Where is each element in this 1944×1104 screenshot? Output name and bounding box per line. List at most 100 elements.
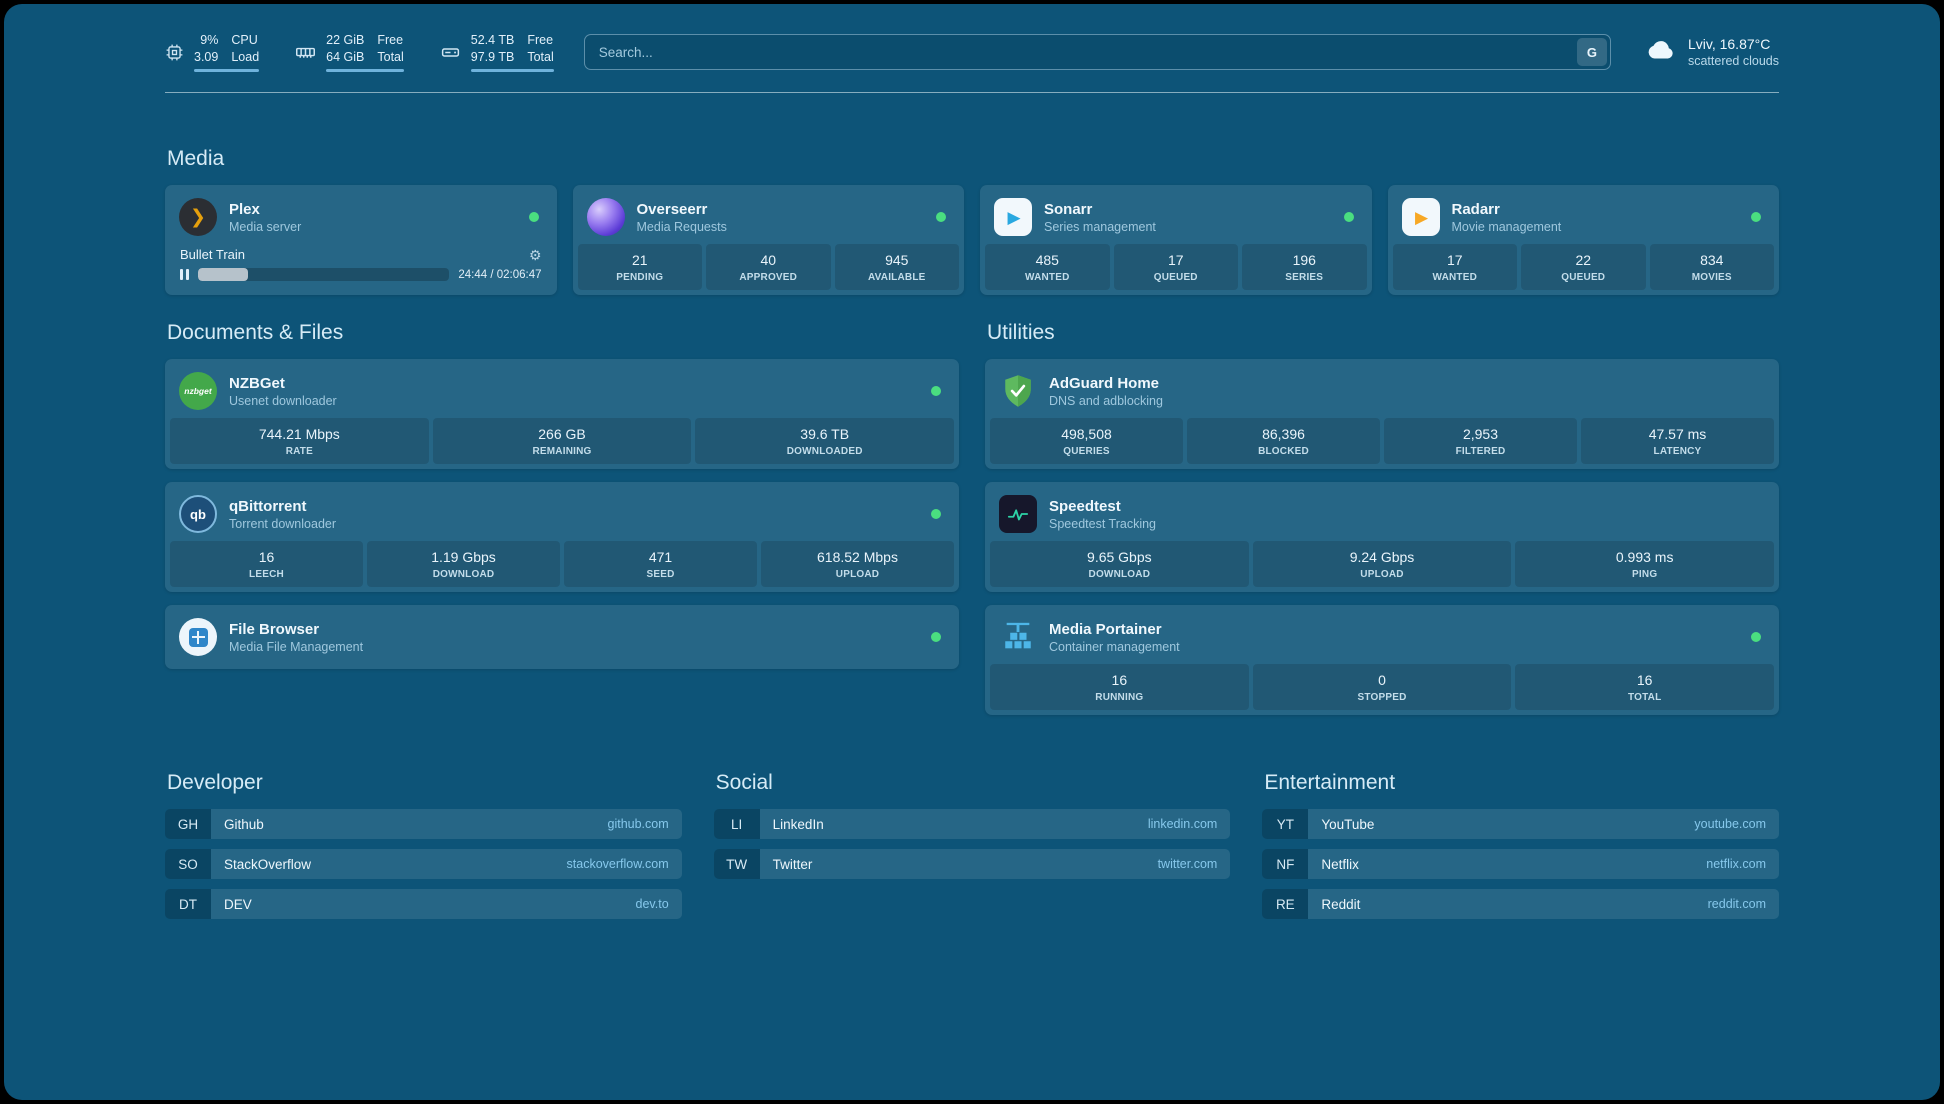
service-qbittorrent[interactable]: qb qBittorrent Torrent downloader <box>170 487 954 541</box>
service-filebrowser[interactable]: File Browser Media File Management <box>170 610 954 664</box>
section-media: Media ❯ Plex Media server <box>165 147 1779 295</box>
stat-value: 485 <box>1035 252 1059 268</box>
pause-button[interactable] <box>180 269 189 280</box>
bookmark-dev[interactable]: DT DEV dev.to <box>165 889 682 919</box>
service-name: Radarr <box>1451 200 1500 218</box>
search-bar: G <box>583 34 1611 70</box>
stat-box: 21 PENDING <box>577 244 702 290</box>
section-title-documents: Documents & Files <box>167 321 344 344</box>
stat-label: TOTAL <box>1627 692 1662 703</box>
stat-box: 16 TOTAL <box>1515 664 1775 710</box>
stat-box: 39.6 TB DOWNLOADED <box>695 418 955 464</box>
bookmark-linkedin[interactable]: LI LinkedIn linkedin.com <box>713 809 1231 839</box>
stat-box: 0 STOPPED <box>1252 664 1512 710</box>
stat-box: 618.52 Mbps UPLOAD <box>761 541 954 587</box>
stat-value: 86,396 <box>1262 426 1305 442</box>
service-name: qBittorrent <box>229 497 307 515</box>
stat-box: 498,508 QUERIES <box>990 418 1183 464</box>
service-speedtest[interactable]: Speedtest Speedtest Tracking <box>990 487 1774 541</box>
service-adguard[interactable]: AdGuard Home DNS and adblocking <box>990 364 1774 418</box>
stat-label: SEED <box>646 569 675 580</box>
disk-values: 52.4 TB 97.9 TB <box>471 32 515 65</box>
status-dot-online <box>931 509 941 519</box>
stat-box: 17 QUEUED <box>1113 244 1238 290</box>
stat-label: LATENCY <box>1653 446 1702 457</box>
service-sonarr[interactable]: ▶ Sonarr Series management <box>985 190 1367 244</box>
stat-value: 16 <box>258 549 275 565</box>
cpu-chip-icon <box>165 43 184 62</box>
stat-box: 196 SERIES <box>1242 244 1367 290</box>
plex-icon: ❯ <box>179 198 217 236</box>
service-card-filebrowser: File Browser Media File Management <box>165 605 959 669</box>
bookmark-domain: github.com <box>607 817 669 831</box>
plex-player: 24:44 / 02:06:47 <box>170 262 552 288</box>
service-overseerr[interactable]: Overseerr Media Requests <box>578 190 960 244</box>
stat-box: 17 WANTED <box>1392 244 1517 290</box>
service-plex[interactable]: ❯ Plex Media server <box>170 190 552 244</box>
service-subtitle: Media server <box>229 219 302 234</box>
stat-value: 21 <box>631 252 648 268</box>
disk-total: 97.9 TB <box>470 49 515 64</box>
stat-box: 16 LEECH <box>170 541 363 587</box>
cpu-widget: 9% 3.09 CPU Load <box>165 32 260 72</box>
memory-values: 22 GiB 64 GiB <box>326 32 364 65</box>
bookmark-github[interactable]: GH Github github.com <box>165 809 682 839</box>
cloud-icon <box>1641 37 1677 68</box>
bookmark-reddit[interactable]: RE Reddit reddit.com <box>1262 889 1779 919</box>
stat-label: DOWNLOAD <box>1088 569 1151 580</box>
stat-value: 744.21 Mbps <box>258 426 340 442</box>
stat-value: 17 <box>1167 252 1184 268</box>
portainer-crane-icon <box>999 618 1037 656</box>
status-dot-online <box>931 386 941 396</box>
stat-value: 471 <box>648 549 673 565</box>
service-portainer[interactable]: Media Portainer Container management <box>990 610 1774 664</box>
stat-label: UPLOAD <box>835 569 880 580</box>
sonarr-icon: ▶ <box>994 198 1032 236</box>
service-subtitle: Media Requests <box>636 219 727 234</box>
stat-value: 17 <box>1446 252 1463 268</box>
bookmark-domain: twitter.com <box>1157 857 1218 871</box>
bookmark-abbr: DT <box>165 889 211 919</box>
service-name: Plex <box>229 200 260 218</box>
disk-widget: 52.4 TB 97.9 TB Free Total <box>440 32 554 72</box>
plex-progress-fill <box>198 268 249 281</box>
service-subtitle: Series management <box>1044 219 1156 234</box>
service-name: Media Portainer <box>1049 620 1162 638</box>
disk-labels: Free Total <box>527 32 553 65</box>
bookmark-name: Github <box>224 816 264 832</box>
section-documents: Documents & Files nzbget NZBGet Usenet d… <box>165 321 959 669</box>
bookmark-youtube[interactable]: YT YouTube youtube.com <box>1262 809 1779 839</box>
bookmark-netflix[interactable]: NF Netflix netflix.com <box>1262 849 1779 879</box>
bookmark-twitter[interactable]: TW Twitter twitter.com <box>713 849 1231 879</box>
disk-icon <box>440 42 461 63</box>
stat-value: 834 <box>1700 252 1724 268</box>
playback-progress-track[interactable] <box>198 268 450 281</box>
search-input[interactable] <box>583 34 1611 70</box>
stat-value: 945 <box>885 252 909 268</box>
stat-box: 485 WANTED <box>985 244 1110 290</box>
bookmark-domain: stackoverflow.com <box>566 857 669 871</box>
bookmarks-entertainment: Entertainment YT YouTube youtube.com NF … <box>1262 771 1779 919</box>
stat-box: 0.993 ms PING <box>1515 541 1775 587</box>
service-subtitle: Container management <box>1049 639 1180 654</box>
memory-free: 22 GiB <box>326 33 365 47</box>
search-provider-button[interactable]: G <box>1576 38 1607 66</box>
memory-total: 64 GiB <box>326 49 365 64</box>
service-radarr[interactable]: ▶ Radarr Movie management <box>1393 190 1775 244</box>
gear-icon[interactable]: ⚙ <box>528 246 542 263</box>
playback-time: 24:44 / 02:06:47 <box>458 268 542 281</box>
bookmark-stackoverflow[interactable]: SO StackOverflow stackoverflow.com <box>165 849 682 879</box>
stat-value: 498,508 <box>1061 426 1112 442</box>
dashboard-page: 9% 3.09 CPU Load <box>4 4 1940 1100</box>
service-name: Speedtest <box>1049 497 1121 515</box>
stat-label: QUEUED <box>1561 272 1606 283</box>
stat-value: 618.52 Mbps <box>817 549 898 565</box>
bookmark-abbr: YT <box>1262 809 1309 839</box>
filebrowser-icon <box>179 618 217 656</box>
stat-box: 40 APPROVED <box>706 244 831 290</box>
stat-value: 2,953 <box>1462 426 1499 442</box>
service-nzbget[interactable]: nzbget NZBGet Usenet downloader <box>170 364 954 418</box>
radarr-icon: ▶ <box>1401 198 1440 236</box>
bookmark-name: StackOverflow <box>224 856 312 872</box>
stat-box: 22 QUEUED <box>1521 244 1646 290</box>
